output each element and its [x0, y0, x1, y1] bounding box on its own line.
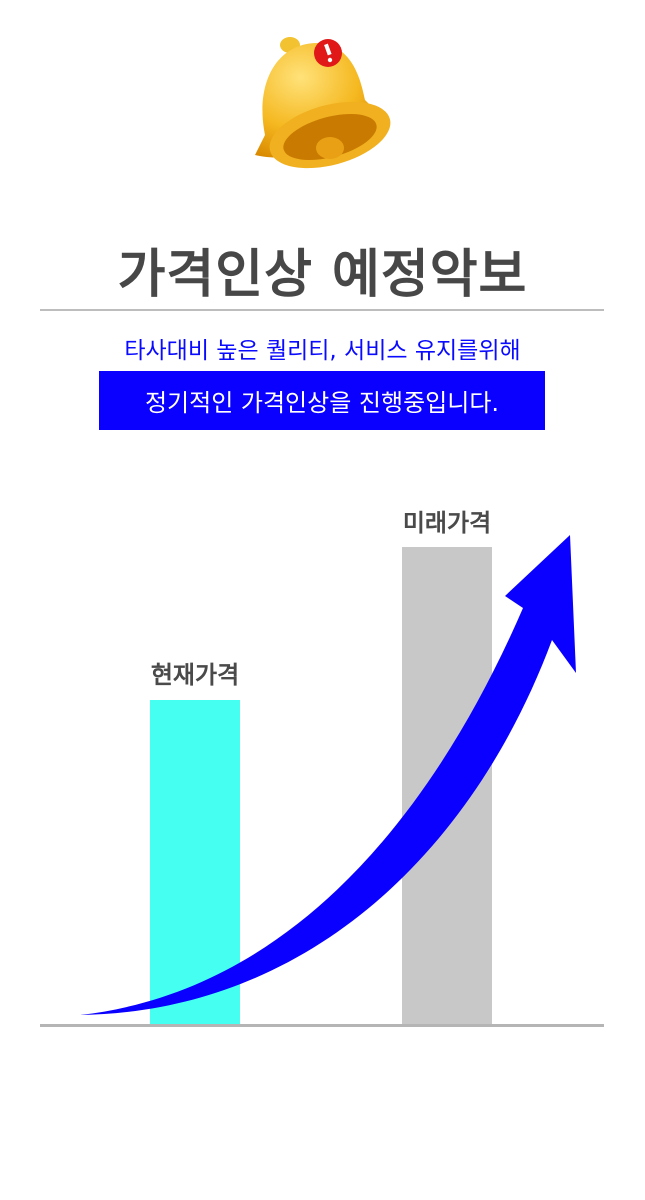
current-price-bar: [150, 700, 240, 1025]
notice-banner: 정기적인 가격인상을 진행중입니다.: [99, 371, 545, 430]
future-price-bar: [402, 547, 492, 1025]
current-price-label: 현재가격: [150, 661, 240, 689]
bell-alert-icon: [255, 37, 391, 169]
future-price-label: 미래가격: [402, 509, 492, 537]
baseline: [40, 1024, 604, 1027]
title-divider: [40, 309, 604, 311]
page-title: 가격인상 예정악보: [117, 245, 528, 305]
subtitle: 타사대비 높은 퀄리티, 서비스 유지를위해: [124, 338, 521, 364]
